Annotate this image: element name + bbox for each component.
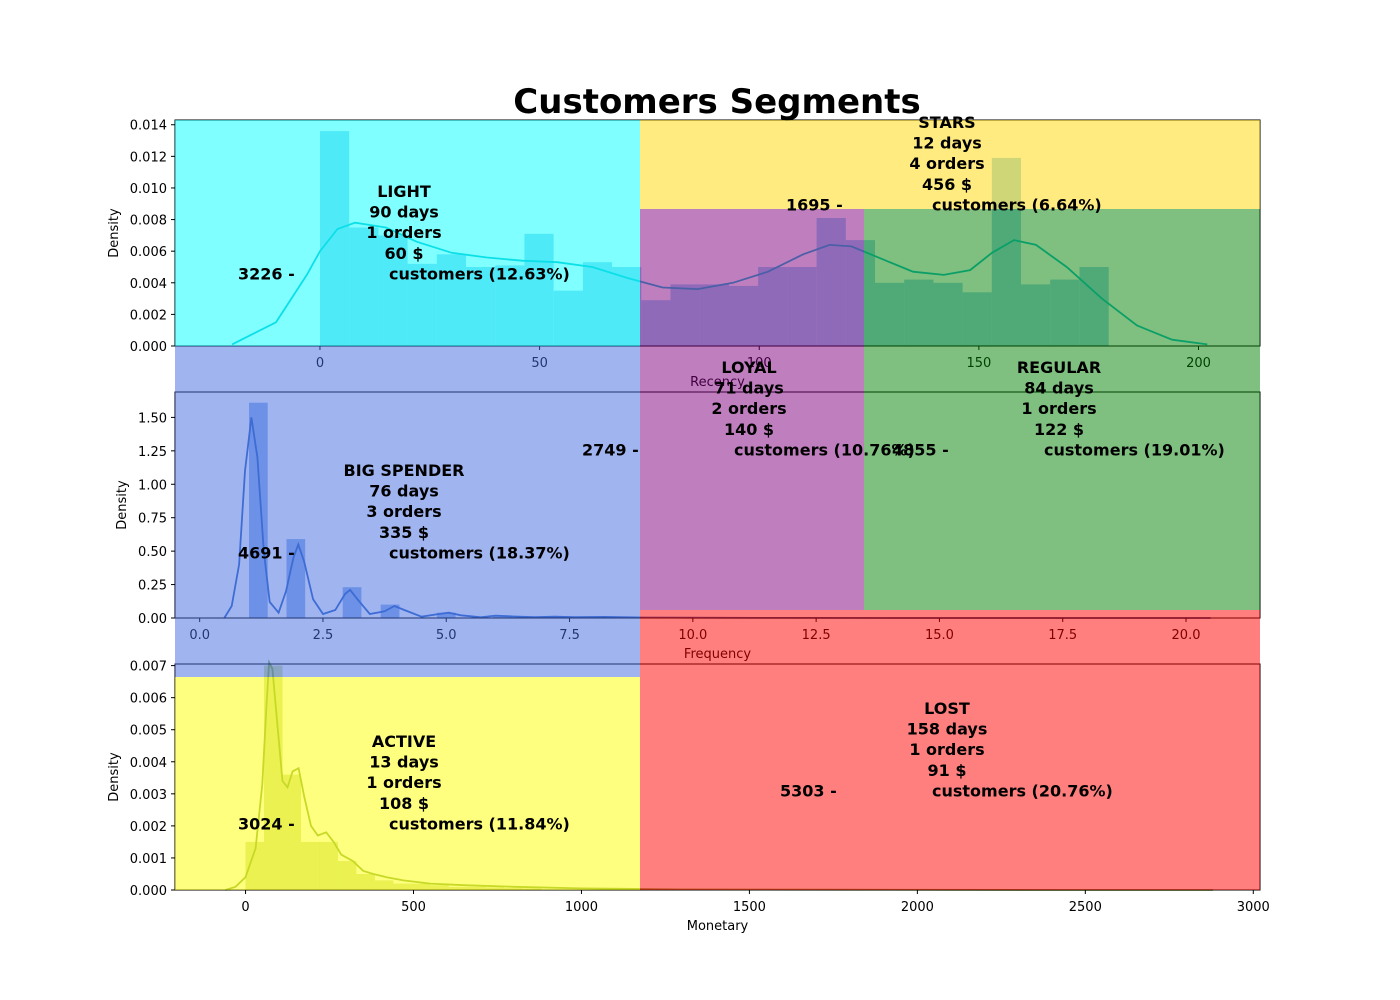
segment-lost-count: 5303 - [780,781,837,800]
recency-y-tick-label: 0.008 [130,214,167,229]
segment-big-spender-money: 335 $ [379,523,429,542]
segment-light-name: LIGHT [377,182,431,201]
segment-region-light [175,120,640,346]
monetary-x-tick-label: 0 [241,900,249,915]
segment-big-spender-count: 4691 - [238,543,295,562]
recency-y-tick-label: 0.014 [130,119,167,134]
segment-light-money: 60 $ [385,244,424,263]
segment-region-big-spender [175,346,640,677]
segment-loyal-name: LOYAL [721,358,776,377]
frequency-y-tick-label: 0.75 [138,512,167,527]
monetary-y-tick-label: 0.001 [130,852,167,867]
segment-region-stars [640,120,1260,209]
segment-regions [175,120,1260,890]
segment-light-days: 90 days [369,203,439,222]
monetary-y-tick-label: 0.003 [130,788,167,803]
segment-active-money: 108 $ [379,794,429,813]
segment-big-spender-orders: 3 orders [366,502,441,521]
segment-active-count: 3024 - [238,814,295,833]
monetary-y-tick-label: 0.007 [130,660,167,675]
recency-y-tick-label: 0.012 [130,150,167,165]
segment-big-spender-name: BIG SPENDER [344,461,465,480]
segment-region-regular [864,209,1260,610]
segment-light-orders: 1 orders [366,223,441,242]
segment-light-count: 3226 - [238,264,295,283]
monetary-y-tick-label: 0.006 [130,692,167,707]
segment-light-share: customers (12.63%) [389,264,570,283]
monetary-y-axis-title: Density [107,752,122,802]
segment-loyal-share: customers (10.76%) [734,440,915,459]
frequency-y-tick-label: 1.50 [138,411,167,426]
monetary-x-tick-label: 500 [401,900,426,915]
segment-big-spender-days: 76 days [369,482,439,501]
segment-loyal-orders: 2 orders [711,399,786,418]
monetary-x-tick-label: 3000 [1237,900,1270,915]
segment-loyal-money: 140 $ [724,420,774,439]
frequency-y-tick-label: 0.25 [138,579,167,594]
segment-stars-share: customers (6.64%) [932,195,1102,214]
segment-lost-money: 91 $ [928,761,967,780]
frequency-y-tick-label: 0.50 [138,545,167,560]
chart-title: Customers Segments [513,82,920,122]
recency-y-tick-label: 0.002 [130,308,167,323]
segment-stars-count: 1695 - [786,195,843,214]
segment-active-orders: 1 orders [366,773,441,792]
frequency-y-tick-label: 1.25 [138,445,167,460]
monetary-y-tick-label: 0.000 [130,884,167,899]
monetary-y-tick-label: 0.004 [130,756,167,771]
segment-regular-count: 4855 - [892,440,949,459]
segment-big-spender-share: customers (18.37%) [389,543,570,562]
monetary-y-tick-label: 0.005 [130,724,167,739]
segment-active-days: 13 days [369,753,439,772]
segment-active-name: ACTIVE [372,732,436,751]
recency-y-tick-label: 0.006 [130,245,167,260]
segment-stars-money: 456 $ [922,175,972,194]
frequency-y-tick-label: 0.00 [138,612,167,627]
segment-lost-share: customers (20.76%) [932,781,1113,800]
segment-region-lost [640,610,1260,890]
monetary-x-tick-label: 2000 [901,900,934,915]
segment-regular-days: 84 days [1024,379,1094,398]
segment-lost-name: LOST [924,699,970,718]
segment-regular-name: REGULAR [1017,358,1101,377]
monetary-x-tick-label: 1000 [565,900,598,915]
monetary-x-tick-label: 2500 [1069,900,1102,915]
segment-lost-days: 158 days [907,720,988,739]
segment-regular-share: customers (19.01%) [1044,440,1225,459]
segment-stars-name: STARS [918,113,975,132]
monetary-x-axis-title: Monetary [687,919,749,934]
segment-region-loyal [640,209,864,610]
frequency-y-axis-title: Density [115,480,130,530]
recency-y-tick-label: 0.010 [130,182,167,197]
recency-y-tick-label: 0.004 [130,277,167,292]
frequency-y-tick-label: 1.00 [138,478,167,493]
monetary-y-tick-label: 0.002 [130,820,167,835]
recency-y-tick-label: 0.000 [130,340,167,355]
segment-active-share: customers (11.84%) [389,814,570,833]
segment-stars-orders: 4 orders [909,154,984,173]
segment-regular-orders: 1 orders [1021,399,1096,418]
segment-regular-money: 122 $ [1034,420,1084,439]
monetary-x-tick-label: 1500 [733,900,766,915]
segment-loyal-days: 71 days [714,379,784,398]
recency-y-axis-title: Density [107,208,122,258]
segment-lost-orders: 1 orders [909,740,984,759]
segment-stars-days: 12 days [912,134,982,153]
segment-region-active [175,677,640,890]
segment-loyal-count: 2749 - [582,440,639,459]
